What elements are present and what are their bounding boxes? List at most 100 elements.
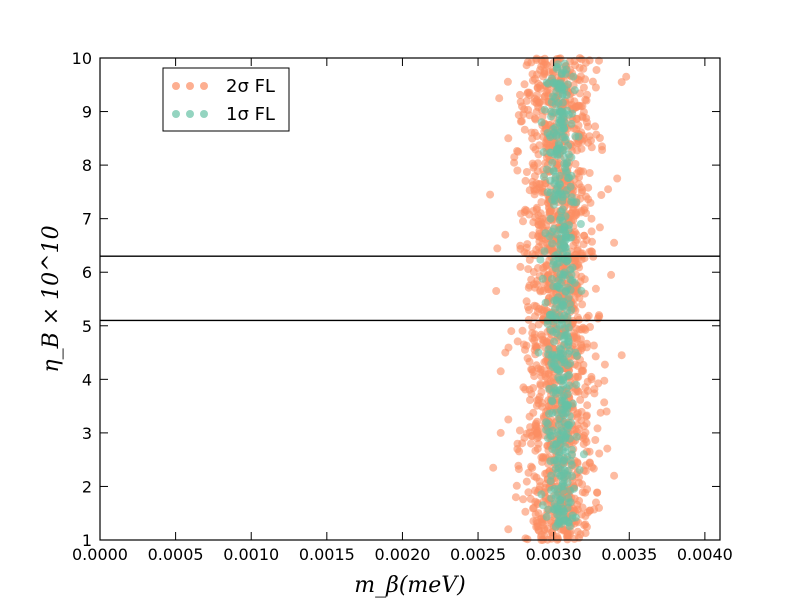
data-point xyxy=(580,324,589,333)
data-point xyxy=(577,286,586,295)
data-point xyxy=(496,428,505,437)
legend-box xyxy=(162,67,290,132)
y-tick-label: 6 xyxy=(82,263,92,282)
data-point xyxy=(566,359,575,368)
data-point xyxy=(531,145,540,154)
data-point xyxy=(565,434,574,443)
data-point xyxy=(578,186,587,195)
data-point xyxy=(600,398,609,407)
data-point xyxy=(596,408,605,417)
data-point xyxy=(560,59,569,68)
data-point xyxy=(576,530,585,539)
data-point xyxy=(527,439,535,448)
data-point xyxy=(572,210,581,219)
data-point xyxy=(511,493,520,502)
data-point xyxy=(622,72,631,81)
data-point xyxy=(553,510,562,519)
data-point xyxy=(559,411,568,420)
data-point xyxy=(571,132,580,141)
data-point xyxy=(549,125,558,134)
data-point xyxy=(526,494,535,503)
data-point xyxy=(578,300,587,309)
data-point xyxy=(536,381,545,390)
y-axis-label: η_B × 10^10 xyxy=(39,225,64,372)
data-point xyxy=(554,110,563,119)
y-tick-label: 10 xyxy=(72,49,92,68)
data-point xyxy=(517,117,526,126)
data-point xyxy=(522,477,531,486)
data-point xyxy=(557,117,566,126)
data-point xyxy=(549,78,558,87)
data-point xyxy=(545,310,554,319)
data-point xyxy=(525,255,534,264)
data-point xyxy=(559,66,568,75)
data-point xyxy=(520,208,529,217)
data-point xyxy=(593,424,602,433)
data-point xyxy=(543,188,552,197)
data-point xyxy=(552,456,561,465)
x-axis-label: m_β(meV) xyxy=(354,573,466,598)
data-point xyxy=(516,90,524,99)
data-point xyxy=(587,143,596,152)
data-point xyxy=(563,504,572,513)
data-point xyxy=(559,477,567,485)
data-point xyxy=(541,229,550,238)
data-point xyxy=(530,472,539,481)
data-point xyxy=(530,172,539,181)
data-point xyxy=(564,293,573,302)
data-point xyxy=(516,262,525,271)
data-point xyxy=(534,220,543,229)
data-point xyxy=(534,348,543,357)
data-point xyxy=(577,272,586,281)
data-point xyxy=(520,80,529,89)
legend-label: 1σ FL xyxy=(226,104,275,125)
data-point xyxy=(548,158,557,167)
legend-marker xyxy=(172,110,180,118)
data-point xyxy=(539,148,548,157)
data-point xyxy=(531,115,540,124)
data-point xyxy=(561,243,570,252)
data-point xyxy=(567,119,576,128)
data-point xyxy=(514,465,523,474)
data-point xyxy=(585,506,594,515)
data-point xyxy=(486,190,495,199)
data-point xyxy=(597,191,606,199)
data-point xyxy=(586,198,595,207)
data-point xyxy=(513,439,522,448)
data-point xyxy=(544,370,553,379)
data-point xyxy=(577,367,586,376)
data-point xyxy=(521,176,530,185)
data-point xyxy=(546,148,555,157)
data-point xyxy=(556,499,565,508)
data-point xyxy=(591,122,600,131)
data-point xyxy=(528,463,537,472)
data-point xyxy=(539,287,548,295)
data-point xyxy=(574,409,582,417)
data-point xyxy=(610,238,619,247)
data-point xyxy=(534,243,543,252)
data-point xyxy=(594,379,603,388)
y-tick-label: 4 xyxy=(82,370,92,389)
data-point xyxy=(545,409,553,418)
data-point xyxy=(563,401,571,410)
legend-label: 2σ FL xyxy=(226,76,275,97)
data-point xyxy=(570,534,579,543)
data-point xyxy=(581,512,590,520)
data-point xyxy=(533,429,542,438)
data-point xyxy=(540,105,549,114)
data-point xyxy=(581,488,590,497)
data-point xyxy=(535,477,544,486)
data-point xyxy=(515,426,524,435)
data-point xyxy=(550,194,559,203)
data-point xyxy=(552,145,561,154)
points-layer xyxy=(486,54,631,544)
data-point xyxy=(504,415,513,424)
x-tick-label: 0.0005 xyxy=(148,545,204,564)
data-point xyxy=(553,259,562,268)
data-point xyxy=(591,352,600,361)
data-point xyxy=(558,196,567,205)
plot-frame xyxy=(99,57,721,541)
data-point xyxy=(573,372,582,381)
data-point xyxy=(525,111,534,120)
data-point xyxy=(540,68,549,77)
